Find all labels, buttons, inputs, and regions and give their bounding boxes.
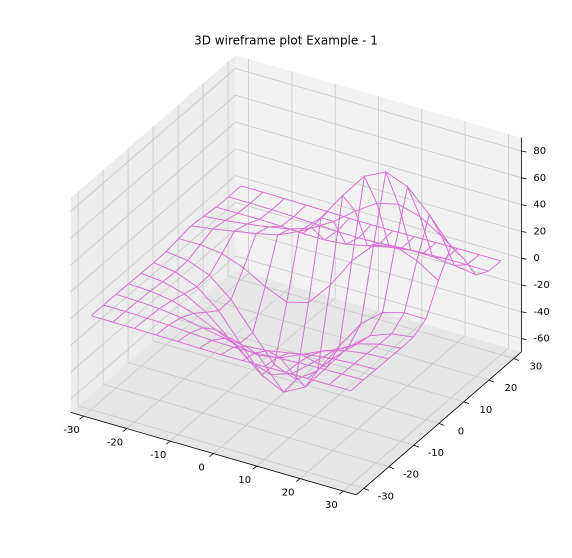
tick-mark [521,284,527,287]
x-tick-label: 0 [198,463,204,474]
tick-mark [122,428,128,432]
grid-line [70,255,522,400]
tick-mark [521,257,527,260]
x-tick-label: 30 [325,500,338,511]
wire-column [177,211,329,344]
tick-mark [521,231,527,233]
grid-line [70,175,522,319]
x-tick-label: -10 [150,450,166,461]
z-tick-label: -20 [533,280,549,291]
y-tick-label: -30 [378,491,394,502]
wire-column [112,191,264,323]
z-tick-label: 0 [533,253,539,264]
x-tick-label: -30 [63,425,79,436]
grid-line [169,83,336,442]
tick-mark [488,379,495,383]
grid-line [70,94,522,239]
grid-line [126,71,293,429]
tick-mark [521,338,527,340]
y-tick-label: 30 [530,361,543,372]
x-axis-line [70,411,357,496]
grid-line [343,133,509,492]
grid-line [127,148,415,446]
grid-line [256,108,423,467]
wire-column [199,217,350,376]
y-tick-label: 10 [480,405,493,416]
y-tick-label: -10 [428,448,444,459]
tick-mark [521,311,527,314]
wire-column [350,245,502,392]
y-tick-label: 20 [505,383,518,394]
tick-mark [339,490,344,495]
x-tick-label: 20 [282,488,295,499]
tick-mark [388,466,395,470]
tick-mark [413,444,420,448]
grid-line [227,61,515,359]
tick-mark [438,423,445,426]
grid-line [70,148,522,293]
wire-column [220,216,372,393]
wire-column [328,213,480,385]
tick-mark [363,487,370,491]
grid-line [77,191,365,489]
grid-line [213,96,379,454]
tick-mark [165,440,171,445]
wire-column [264,174,415,368]
y-tick-label: -20 [403,470,419,481]
tick-mark [463,401,470,405]
z-tick-label: -60 [533,334,549,345]
tick-mark [252,465,258,470]
z-tick-label: 20 [533,226,546,237]
tick-mark [209,453,214,457]
tick-mark [521,204,527,207]
grid-line [152,126,440,424]
x-tick-label: 10 [238,475,251,486]
grid-line [202,83,490,381]
tick-mark [521,177,527,180]
tick-mark [521,150,527,153]
wire-column [307,185,458,379]
wire-column [134,198,285,329]
tick-mark [79,415,84,420]
grid-line [70,68,522,212]
wire-column [285,170,437,373]
z-tick-label: 80 [533,146,546,157]
chart-title: 3D wireframe plot Example - 1 [194,34,378,48]
y-tick-label: 0 [458,426,464,437]
x-tick-label: -20 [107,438,123,449]
z-tick-label: -40 [533,307,549,318]
grid-line [83,58,250,417]
grid-line [299,121,466,479]
wire-column [155,204,307,336]
wire-column [90,185,242,317]
z-tick-label: 40 [533,200,546,211]
grid-line [102,169,390,468]
grid-line [70,228,522,373]
grid-line [70,121,522,266]
tick-mark [295,478,301,482]
y-axis-line [356,351,522,496]
z-tick-label: 60 [533,173,546,184]
tick-mark [513,358,520,361]
